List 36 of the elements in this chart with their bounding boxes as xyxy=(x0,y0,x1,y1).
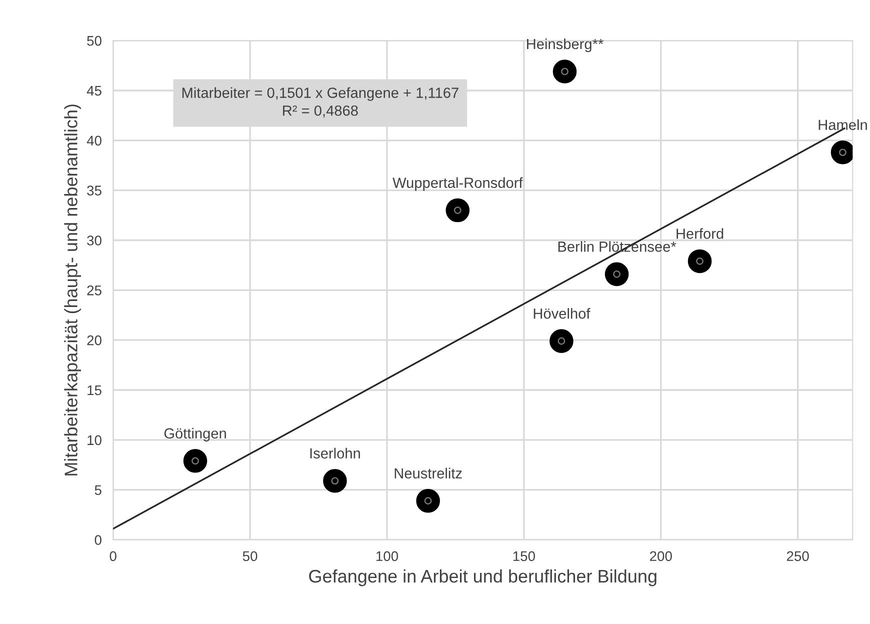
y-tick-label: 30 xyxy=(87,236,102,246)
annotation: Mitarbeiter = 0,1501 x Gefangene + 1,1167 R² = 0,4868 xyxy=(182,87,458,118)
point xyxy=(416,488,440,513)
annotation: Heinsberg** xyxy=(527,38,604,52)
y-tick-label: 45 xyxy=(86,86,102,96)
y-tick-label: 10 xyxy=(88,435,102,446)
annotation: Hövelhof xyxy=(534,308,590,319)
x-tick-label: 50 xyxy=(242,551,258,562)
annotation: Wuppertal-Ronsdorf xyxy=(392,177,523,191)
x-tick-label: 250 xyxy=(786,551,809,562)
point xyxy=(550,329,574,353)
y-tick-label: 40 xyxy=(86,136,102,146)
y-tick-label: 35 xyxy=(87,186,102,196)
y-tick-label: 15 xyxy=(88,385,102,396)
annotation: Herford xyxy=(676,228,724,239)
point xyxy=(604,262,629,286)
y-tick-label: 5 xyxy=(94,485,102,496)
annotation: Iserlohn xyxy=(310,448,360,459)
x-tick-label: 0 xyxy=(110,551,116,562)
point xyxy=(446,198,470,222)
x-axis-title: Gefangene in Arbeit und beruflicher Bildung xyxy=(309,569,656,586)
point xyxy=(552,60,577,84)
x-tick-label: 150 xyxy=(513,551,535,562)
y-tick-label: 20 xyxy=(87,335,102,346)
y-tick-label: 25 xyxy=(87,285,102,296)
x-tick-label: 200 xyxy=(650,551,672,562)
annotation: Hameln xyxy=(818,119,867,130)
annotation: Göttingen xyxy=(164,428,226,442)
x-tick-label: 100 xyxy=(376,551,398,562)
point xyxy=(323,468,347,493)
point xyxy=(183,448,208,473)
y-tick-label: 50 xyxy=(87,36,102,46)
point xyxy=(688,249,712,274)
y-tick-label: 0 xyxy=(94,535,102,545)
annotation: Neustrelitz xyxy=(394,468,462,478)
y-axis-title: Mitarbeiterkapazität (haupt- und nebenamtlich) xyxy=(64,104,81,476)
